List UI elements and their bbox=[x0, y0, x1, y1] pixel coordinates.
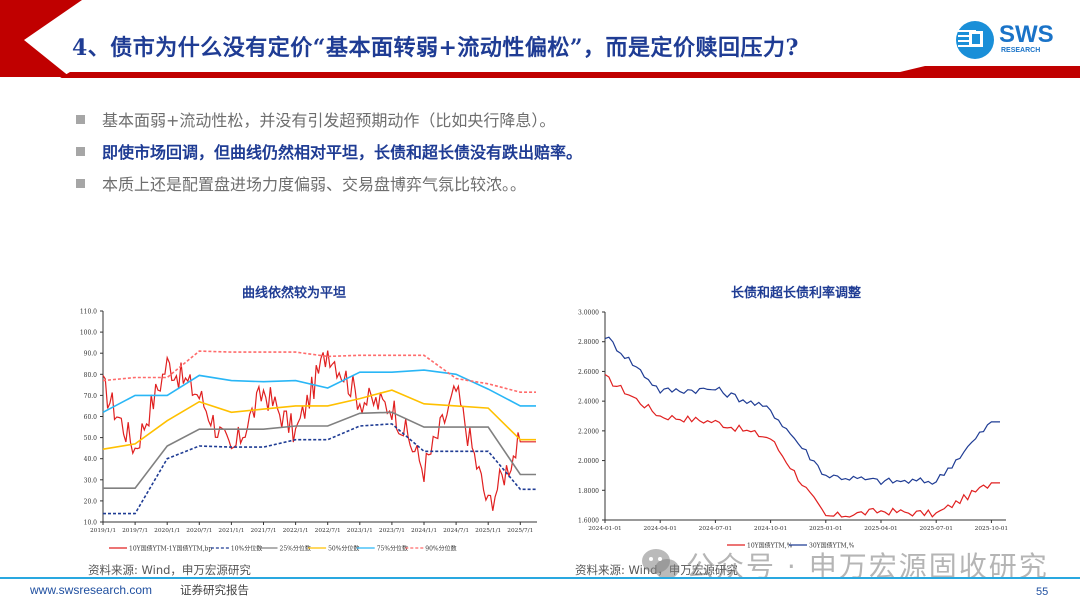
svg-text:2021/1/1: 2021/1/1 bbox=[218, 528, 244, 534]
page-title: 4、债市为什么没有定价“基本面转弱+流动性偏松”，而是定价赎回压力? bbox=[72, 35, 799, 61]
svg-text:2025/7/1: 2025/7/1 bbox=[507, 528, 533, 534]
svg-text:70.0: 70.0 bbox=[84, 393, 98, 400]
svg-text:80.0: 80.0 bbox=[84, 372, 98, 379]
sws-logo: SWS RESEARCH bbox=[955, 20, 1065, 60]
header-decoration bbox=[0, 0, 1080, 78]
logo-subtext: RESEARCH bbox=[1001, 47, 1041, 54]
svg-text:110.0: 110.0 bbox=[80, 309, 97, 316]
svg-text:2025-10-01: 2025-10-01 bbox=[975, 526, 1008, 532]
svg-text:25%分位数: 25%分位数 bbox=[280, 545, 311, 553]
svg-text:90.0: 90.0 bbox=[84, 351, 98, 358]
svg-text:1.8000: 1.8000 bbox=[578, 488, 599, 495]
left-chart-title: 曲线依然较为平坦 bbox=[242, 286, 347, 301]
svg-text:2020/1/1: 2020/1/1 bbox=[154, 528, 180, 534]
svg-text:2023/1/1: 2023/1/1 bbox=[347, 528, 373, 534]
svg-text:2.2000: 2.2000 bbox=[578, 428, 599, 435]
svg-text:30.0: 30.0 bbox=[84, 477, 98, 484]
svg-text:2025-07-01: 2025-07-01 bbox=[919, 526, 952, 532]
bullet-list: 基本面弱+流动性松，并没有引发超预期动作（比如央行降息）。 即使市场回调，但曲线… bbox=[76, 103, 582, 199]
watermark-text: 公众号 · 申万宏源固收研究 bbox=[686, 550, 1049, 583]
svg-text:10Y国债YTM,%: 10Y国债YTM,% bbox=[747, 542, 793, 550]
svg-text:2022/7/1: 2022/7/1 bbox=[315, 528, 341, 534]
svg-text:2025-04-01: 2025-04-01 bbox=[864, 526, 897, 532]
right-chart: 1.6000 1.8000 2.0000 2.2000 2.4000 2.6000 2.80… bbox=[578, 310, 1008, 550]
svg-text:20.0: 20.0 bbox=[84, 498, 98, 505]
square-bullet-icon bbox=[76, 114, 85, 124]
svg-text:30Y国债YTM,%: 30Y国债YTM,% bbox=[809, 542, 855, 550]
square-bullet-icon bbox=[76, 146, 85, 156]
sws-globe-icon bbox=[956, 21, 994, 59]
svg-text:2024-10-01: 2024-10-01 bbox=[754, 526, 787, 532]
svg-text:2024/1/1: 2024/1/1 bbox=[411, 528, 437, 534]
svg-text:2.6000: 2.6000 bbox=[578, 369, 599, 376]
svg-text:2022/1/1: 2022/1/1 bbox=[283, 528, 309, 534]
right-chart-title: 长债和超长债利率调整 bbox=[731, 286, 862, 301]
svg-text:2024-01-01: 2024-01-01 bbox=[588, 526, 621, 532]
logo-text: SWS bbox=[999, 21, 1054, 48]
svg-text:2025-01-01: 2025-01-01 bbox=[809, 526, 842, 532]
svg-text:2023/7/1: 2023/7/1 bbox=[379, 528, 405, 534]
svg-text:2021/7/1: 2021/7/1 bbox=[250, 528, 276, 534]
svg-text:2020/7/1: 2020/7/1 bbox=[186, 528, 212, 534]
svg-text:2019/7/1: 2019/7/1 bbox=[122, 528, 148, 534]
page-number: 55 bbox=[1036, 586, 1049, 598]
svg-text:10Y国债YTM-1Y国债YTM,bp: 10Y国债YTM-1Y国债YTM,bp bbox=[129, 545, 212, 553]
wechat-icon bbox=[642, 549, 679, 579]
left-chart: 10.0 20.0 30.0 40.0 50.0 60.0 70.0 80.0 90.0 100.… bbox=[80, 309, 537, 553]
bullet-item: 基本面弱+流动性松，并没有引发超预期动作（比如央行降息）。 bbox=[76, 103, 582, 135]
svg-text:2.8000: 2.8000 bbox=[578, 339, 599, 346]
svg-text:2024-07-01: 2024-07-01 bbox=[699, 526, 732, 532]
square-bullet-icon bbox=[76, 178, 85, 188]
bullet-text: 即使市场回调，但曲线仍然相对平坦，长债和超长债没有跌出赔率。 bbox=[102, 143, 583, 162]
svg-text:40.0: 40.0 bbox=[84, 456, 98, 463]
svg-text:2.4000: 2.4000 bbox=[578, 399, 599, 406]
bullet-item: 本质上还是配置盘进场力度偏弱、交易盘博弈气氛比较浓。。 bbox=[76, 167, 582, 199]
svg-text:1.6000: 1.6000 bbox=[578, 518, 599, 525]
svg-text:50.0: 50.0 bbox=[84, 435, 98, 442]
svg-text:2024/7/1: 2024/7/1 bbox=[443, 528, 469, 534]
svg-text:10%分位数: 10%分位数 bbox=[231, 545, 262, 553]
svg-text:2019/1/1: 2019/1/1 bbox=[90, 528, 116, 534]
svg-text:2.0000: 2.0000 bbox=[578, 458, 599, 465]
footer-label: 证券研究报告 bbox=[180, 583, 249, 597]
bullet-item: 即使市场回调，但曲线仍然相对平坦，长债和超长债没有跌出赔率。 bbox=[76, 135, 582, 167]
svg-text:10.0: 10.0 bbox=[84, 520, 98, 527]
svg-text:100.0: 100.0 bbox=[80, 330, 97, 337]
footer-website-link[interactable]: www.swsresearch.com bbox=[30, 583, 153, 597]
left-chart-source: 资料来源: Wind，申万宏源研究 bbox=[88, 563, 251, 577]
footer-divider bbox=[0, 577, 1080, 579]
svg-text:50%分位数: 50%分位数 bbox=[328, 545, 359, 553]
svg-text:75%分位数: 75%分位数 bbox=[377, 545, 408, 553]
bullet-text: 本质上还是配置盘进场力度偏弱、交易盘博弈气氛比较浓。。 bbox=[102, 175, 527, 194]
svg-text:3.0000: 3.0000 bbox=[578, 310, 599, 317]
svg-text:90%分位数: 90%分位数 bbox=[425, 545, 456, 553]
svg-text:2025/1/1: 2025/1/1 bbox=[475, 528, 501, 534]
svg-text:60.0: 60.0 bbox=[84, 414, 98, 421]
svg-text:2024-04-01: 2024-04-01 bbox=[643, 526, 676, 532]
bullet-text: 基本面弱+流动性松，并没有引发超预期动作（比如央行降息）。 bbox=[102, 111, 556, 130]
